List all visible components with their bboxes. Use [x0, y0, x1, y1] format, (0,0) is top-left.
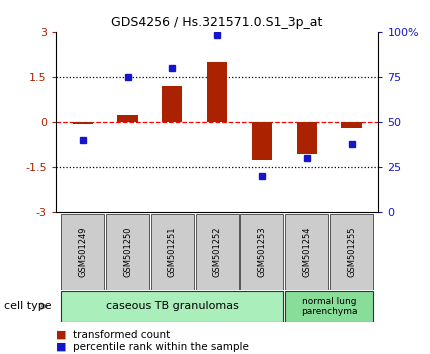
FancyBboxPatch shape — [285, 214, 328, 290]
FancyBboxPatch shape — [61, 214, 104, 290]
Text: GSM501254: GSM501254 — [302, 226, 311, 276]
Bar — [207, 62, 227, 122]
FancyBboxPatch shape — [330, 214, 373, 290]
FancyBboxPatch shape — [151, 214, 194, 290]
Text: ■: ■ — [56, 342, 66, 352]
Text: GSM501250: GSM501250 — [123, 226, 132, 276]
Bar — [117, 115, 138, 122]
Text: ■: ■ — [56, 330, 66, 339]
FancyBboxPatch shape — [285, 291, 373, 321]
Text: GSM501255: GSM501255 — [347, 226, 356, 276]
Text: normal lung
parenchyma: normal lung parenchyma — [301, 297, 357, 316]
FancyBboxPatch shape — [240, 214, 283, 290]
FancyBboxPatch shape — [106, 214, 149, 290]
FancyBboxPatch shape — [61, 291, 283, 321]
Text: percentile rank within the sample: percentile rank within the sample — [73, 342, 249, 352]
Bar — [162, 86, 182, 122]
FancyBboxPatch shape — [196, 214, 239, 290]
Text: caseous TB granulomas: caseous TB granulomas — [106, 301, 239, 311]
Text: transformed count: transformed count — [73, 330, 170, 339]
Text: GSM501249: GSM501249 — [78, 226, 87, 276]
Bar — [297, 122, 317, 154]
Text: cell type: cell type — [4, 301, 52, 311]
Bar — [341, 122, 362, 128]
Title: GDS4256 / Hs.321571.0.S1_3p_at: GDS4256 / Hs.321571.0.S1_3p_at — [111, 16, 323, 29]
Text: GSM501252: GSM501252 — [213, 226, 221, 276]
Bar — [73, 122, 93, 124]
Bar — [252, 122, 272, 160]
Text: GSM501251: GSM501251 — [168, 226, 177, 276]
Text: GSM501253: GSM501253 — [258, 226, 267, 277]
